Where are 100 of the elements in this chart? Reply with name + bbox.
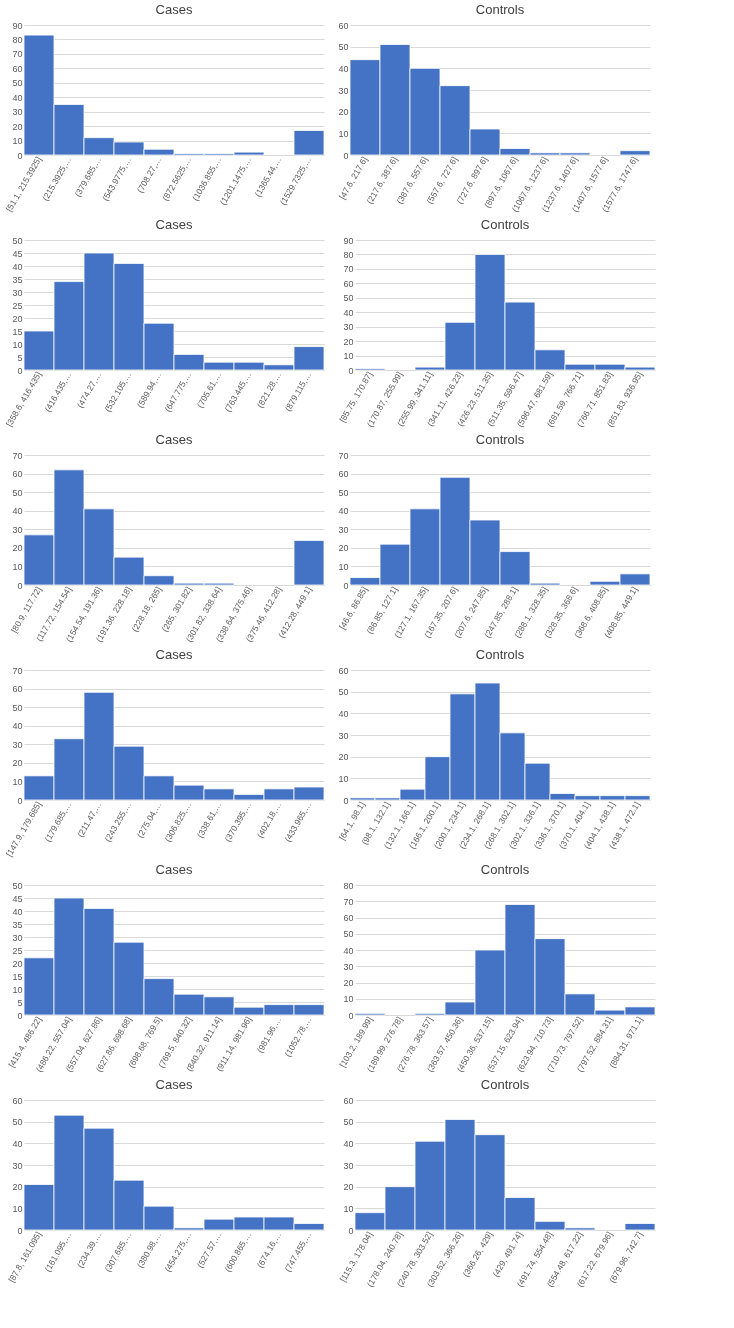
y-tick-label: 60 <box>338 469 349 480</box>
y-tick-label: 40 <box>12 506 23 517</box>
y-tick-label: 20 <box>12 1182 23 1193</box>
y-tick-label: 0 <box>17 795 23 806</box>
y-tick-label: 15 <box>12 326 23 337</box>
y-tick-label: 5 <box>17 997 23 1008</box>
y-tick-label: 30 <box>343 322 354 333</box>
y-tick-label: 45 <box>12 248 23 259</box>
y-tick-label: 25 <box>12 945 23 956</box>
y-tick-label: 20 <box>343 978 354 988</box>
y-tick-label: 80 <box>12 34 23 45</box>
y-tick-label: 50 <box>12 78 23 89</box>
y-tick-label: 70 <box>338 450 349 461</box>
chart-title: Cases <box>155 862 193 877</box>
y-tick-label: 30 <box>12 107 23 118</box>
chart-title: Cases <box>155 2 193 17</box>
y-tick-label: 50 <box>338 487 349 498</box>
y-tick-label: 50 <box>343 1117 354 1128</box>
y-tick-label: 30 <box>338 85 349 96</box>
y-tick-label: 10 <box>343 1203 354 1214</box>
y-tick-label: 10 <box>343 994 354 1005</box>
y-tick-label: 30 <box>12 739 23 750</box>
y-tick-label: 10 <box>338 773 349 784</box>
y-tick-label: 60 <box>12 63 23 74</box>
y-tick-label: 60 <box>12 469 23 480</box>
y-tick-label: 35 <box>12 919 23 930</box>
y-tick-label: 10 <box>343 351 354 362</box>
y-tick-label: 70 <box>12 450 23 461</box>
y-tick-label: 40 <box>338 63 349 74</box>
chart-title: Cases <box>155 432 193 447</box>
y-tick-label: 20 <box>12 543 23 554</box>
y-tick-label: 50 <box>12 487 23 498</box>
y-tick-label: 40 <box>338 506 349 517</box>
y-tick-label: 30 <box>12 1160 23 1171</box>
y-tick-label: 20 <box>12 958 23 969</box>
y-tick-label: 50 <box>338 687 349 698</box>
y-tick-label: 40 <box>12 721 23 732</box>
y-tick-label: 60 <box>12 684 23 695</box>
y-tick-label: 50 <box>343 293 354 304</box>
y-tick-label: 50 <box>12 1117 23 1128</box>
y-tick-label: 60 <box>343 278 354 289</box>
y-tick-label: 10 <box>12 776 23 787</box>
y-tick-label: 0 <box>343 580 349 591</box>
chart-title: Controls <box>475 647 525 662</box>
y-tick-label: 20 <box>343 336 354 347</box>
y-tick-label: 0 <box>17 1225 23 1236</box>
y-tick-label: 90 <box>12 20 23 31</box>
y-tick-label: 40 <box>338 708 349 719</box>
y-tick-label: 35 <box>12 274 23 285</box>
y-tick-label: 70 <box>12 665 23 676</box>
y-tick-label: 60 <box>12 1095 23 1106</box>
y-tick-label: 5 <box>17 352 23 363</box>
y-tick-label: 40 <box>12 906 23 917</box>
y-tick-label: 50 <box>12 880 23 891</box>
y-tick-label: 60 <box>338 665 349 676</box>
y-tick-label: 25 <box>12 300 23 311</box>
chart-title: Controls <box>475 2 525 17</box>
y-tick-label: 70 <box>12 49 23 60</box>
y-tick-label: 60 <box>343 1095 354 1106</box>
chart-title: Controls <box>480 862 530 877</box>
y-tick-label: 70 <box>343 264 354 275</box>
y-tick-label: 60 <box>343 913 354 923</box>
y-tick-label: 30 <box>338 730 349 741</box>
y-tick-label: 10 <box>338 561 349 572</box>
y-tick-label: 0 <box>348 1010 354 1021</box>
y-tick-label: 10 <box>338 128 349 139</box>
bar <box>619 150 651 156</box>
chart-title: Controls <box>475 432 525 447</box>
y-tick-label: 50 <box>12 235 23 246</box>
y-tick-label: 80 <box>343 249 354 260</box>
y-tick-label: 10 <box>12 339 23 350</box>
y-tick-label: 20 <box>338 107 349 118</box>
y-tick-label: 30 <box>338 524 349 535</box>
y-tick-label: 20 <box>12 758 23 769</box>
y-tick-label: 20 <box>12 313 23 324</box>
y-tick-label: 30 <box>343 961 354 972</box>
y-tick-label: 40 <box>343 945 354 956</box>
y-tick-label: 40 <box>343 307 354 318</box>
y-tick-label: 20 <box>338 752 349 763</box>
chart-title: Cases <box>155 1077 193 1092</box>
y-tick-label: 30 <box>12 287 23 298</box>
y-tick-label: 30 <box>12 524 23 535</box>
y-tick-label: 10 <box>12 136 23 147</box>
y-tick-label: 40 <box>12 1138 23 1149</box>
y-tick-label: 45 <box>12 893 23 904</box>
bar <box>624 1223 656 1231</box>
y-tick-label: 80 <box>343 880 354 891</box>
y-tick-label: 10 <box>12 1203 23 1214</box>
y-tick-label: 0 <box>17 365 23 376</box>
y-tick-label: 0 <box>17 580 23 591</box>
y-tick-label: 0 <box>348 1225 354 1236</box>
y-tick-label: 10 <box>12 561 23 572</box>
y-tick-label: 40 <box>343 1138 354 1149</box>
chart-title: Cases <box>155 647 193 662</box>
bar <box>293 540 325 586</box>
y-tick-label: 20 <box>338 543 349 554</box>
y-tick-label: 0 <box>17 1010 23 1021</box>
y-tick-label: 70 <box>343 896 354 907</box>
y-tick-label: 20 <box>12 121 23 132</box>
y-tick-label: 40 <box>12 92 23 103</box>
